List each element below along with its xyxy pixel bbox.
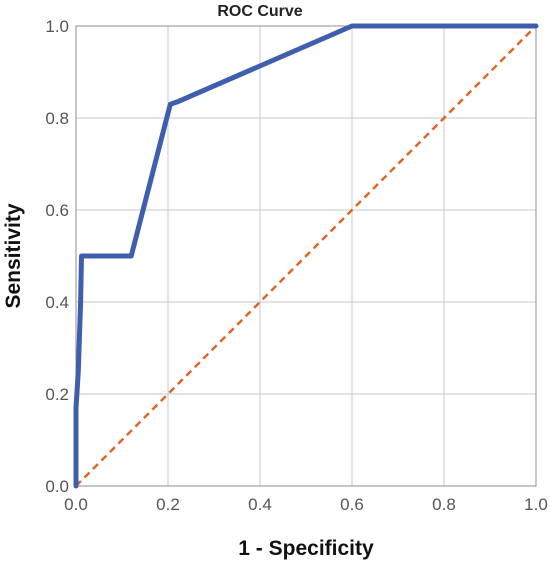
y-tick-label: 0.2 [45,385,69,404]
x-axis-title: 1 - Specificity [238,537,374,560]
y-tick-label: 0.0 [45,477,69,496]
x-tick-label: 0.8 [432,495,456,514]
x-tick-label: 0.0 [64,495,88,514]
x-tick-label: 0.2 [156,495,180,514]
y-tick-label: 0.4 [45,293,69,312]
reference-diagonal-line [76,26,536,486]
y-tick-label: 0.6 [45,201,69,220]
x-tick-label: 0.4 [248,495,272,514]
y-tick-label: 1.0 [45,17,69,36]
y-tick-label: 0.8 [45,109,69,128]
x-tick-label: 1.0 [524,495,548,514]
x-tick-label: 0.6 [340,495,364,514]
chart-title: ROC Curve [217,3,302,20]
series-layer [76,26,536,486]
tick-labels: 0.0 0.2 0.4 0.6 0.8 1.0 0.0 0.2 0.4 0.6 0.8 1.0 [45,17,547,514]
y-axis-title: Sensitivity [2,203,25,308]
